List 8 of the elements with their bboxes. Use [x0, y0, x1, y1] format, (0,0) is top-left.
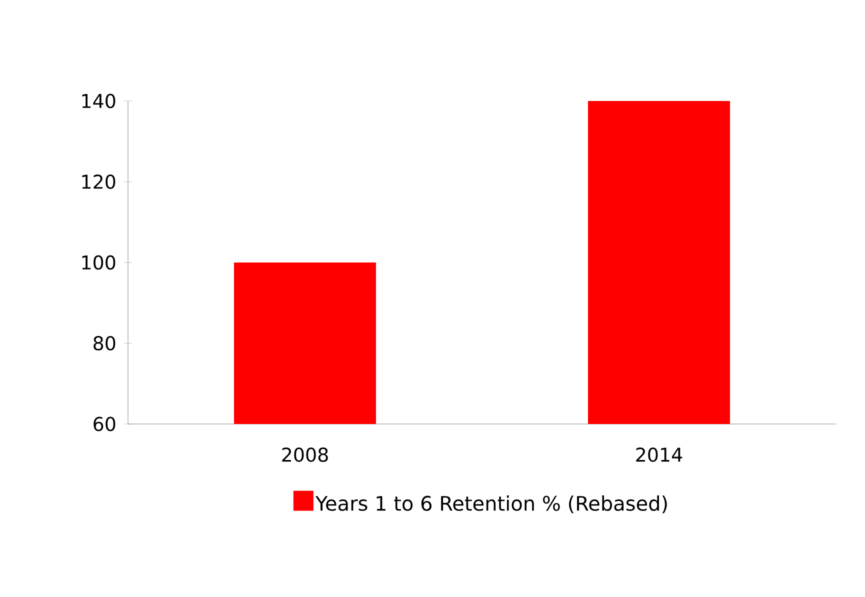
y-tick-label: 60 — [94, 416, 116, 432]
y-tick-label: 140 — [82, 94, 116, 108]
y-tick-label: 100 — [82, 255, 116, 270]
x-tick-label: 2014 — [636, 448, 682, 462]
x-tick-label: 2008 — [282, 448, 328, 462]
legend-label: Years 1 to 6 Retention % (Rebased) — [315, 495, 667, 514]
y-tick-label: 120 — [82, 174, 116, 189]
y-tick-label: 80 — [94, 336, 116, 350]
